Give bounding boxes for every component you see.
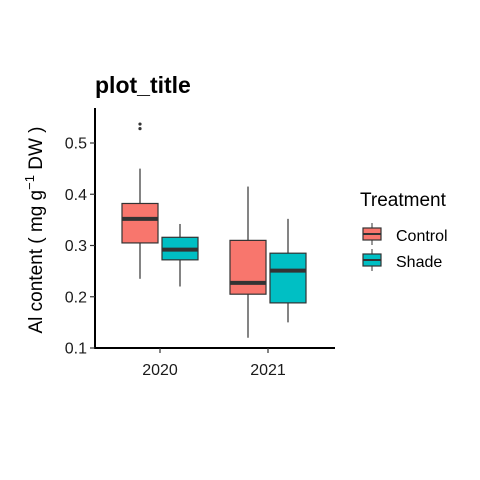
y-axis-label-suffix: DW ) [26, 127, 47, 176]
x-tick-label: 2021 [250, 362, 286, 379]
box-control-2020 [121, 122, 159, 279]
legend-label: Control [396, 228, 448, 245]
y-axis-label-superscript: −1 [22, 175, 37, 190]
x-axis-ticks: 2020 2021 [142, 348, 286, 379]
x-tick-label: 2020 [142, 362, 178, 379]
box-shade-2021 [269, 218, 307, 323]
legend-title: Treatment [360, 190, 447, 211]
chart-title: plot_title [95, 72, 191, 98]
box-body [121, 202, 159, 244]
y-axis-label-prefix: Al content ( mg g [26, 190, 47, 334]
y-tick-label: 0.1 [65, 341, 87, 358]
box-shade-2020 [161, 223, 199, 287]
outlier-point [138, 127, 142, 131]
y-tick-label: 0.2 [65, 289, 87, 306]
plot-area [121, 122, 307, 338]
legend-label: Shade [396, 254, 442, 271]
y-tick-label: 0.3 [65, 238, 87, 255]
box-body [269, 252, 307, 304]
y-tick-label: 0.4 [65, 187, 87, 204]
legend-item-shade: Shade [362, 249, 442, 271]
box-body [229, 239, 267, 295]
outlier-point [138, 122, 142, 126]
y-axis-label: Al content ( mg g−1 DW ) [22, 127, 47, 334]
y-axis-ticks: 0.1 0.2 0.3 0.4 0.5 [65, 136, 95, 358]
legend: Treatment Control Shade [360, 190, 448, 271]
legend-item-control: Control [362, 223, 448, 245]
y-tick-label: 0.5 [65, 136, 87, 153]
box-control-2021 [229, 186, 267, 338]
